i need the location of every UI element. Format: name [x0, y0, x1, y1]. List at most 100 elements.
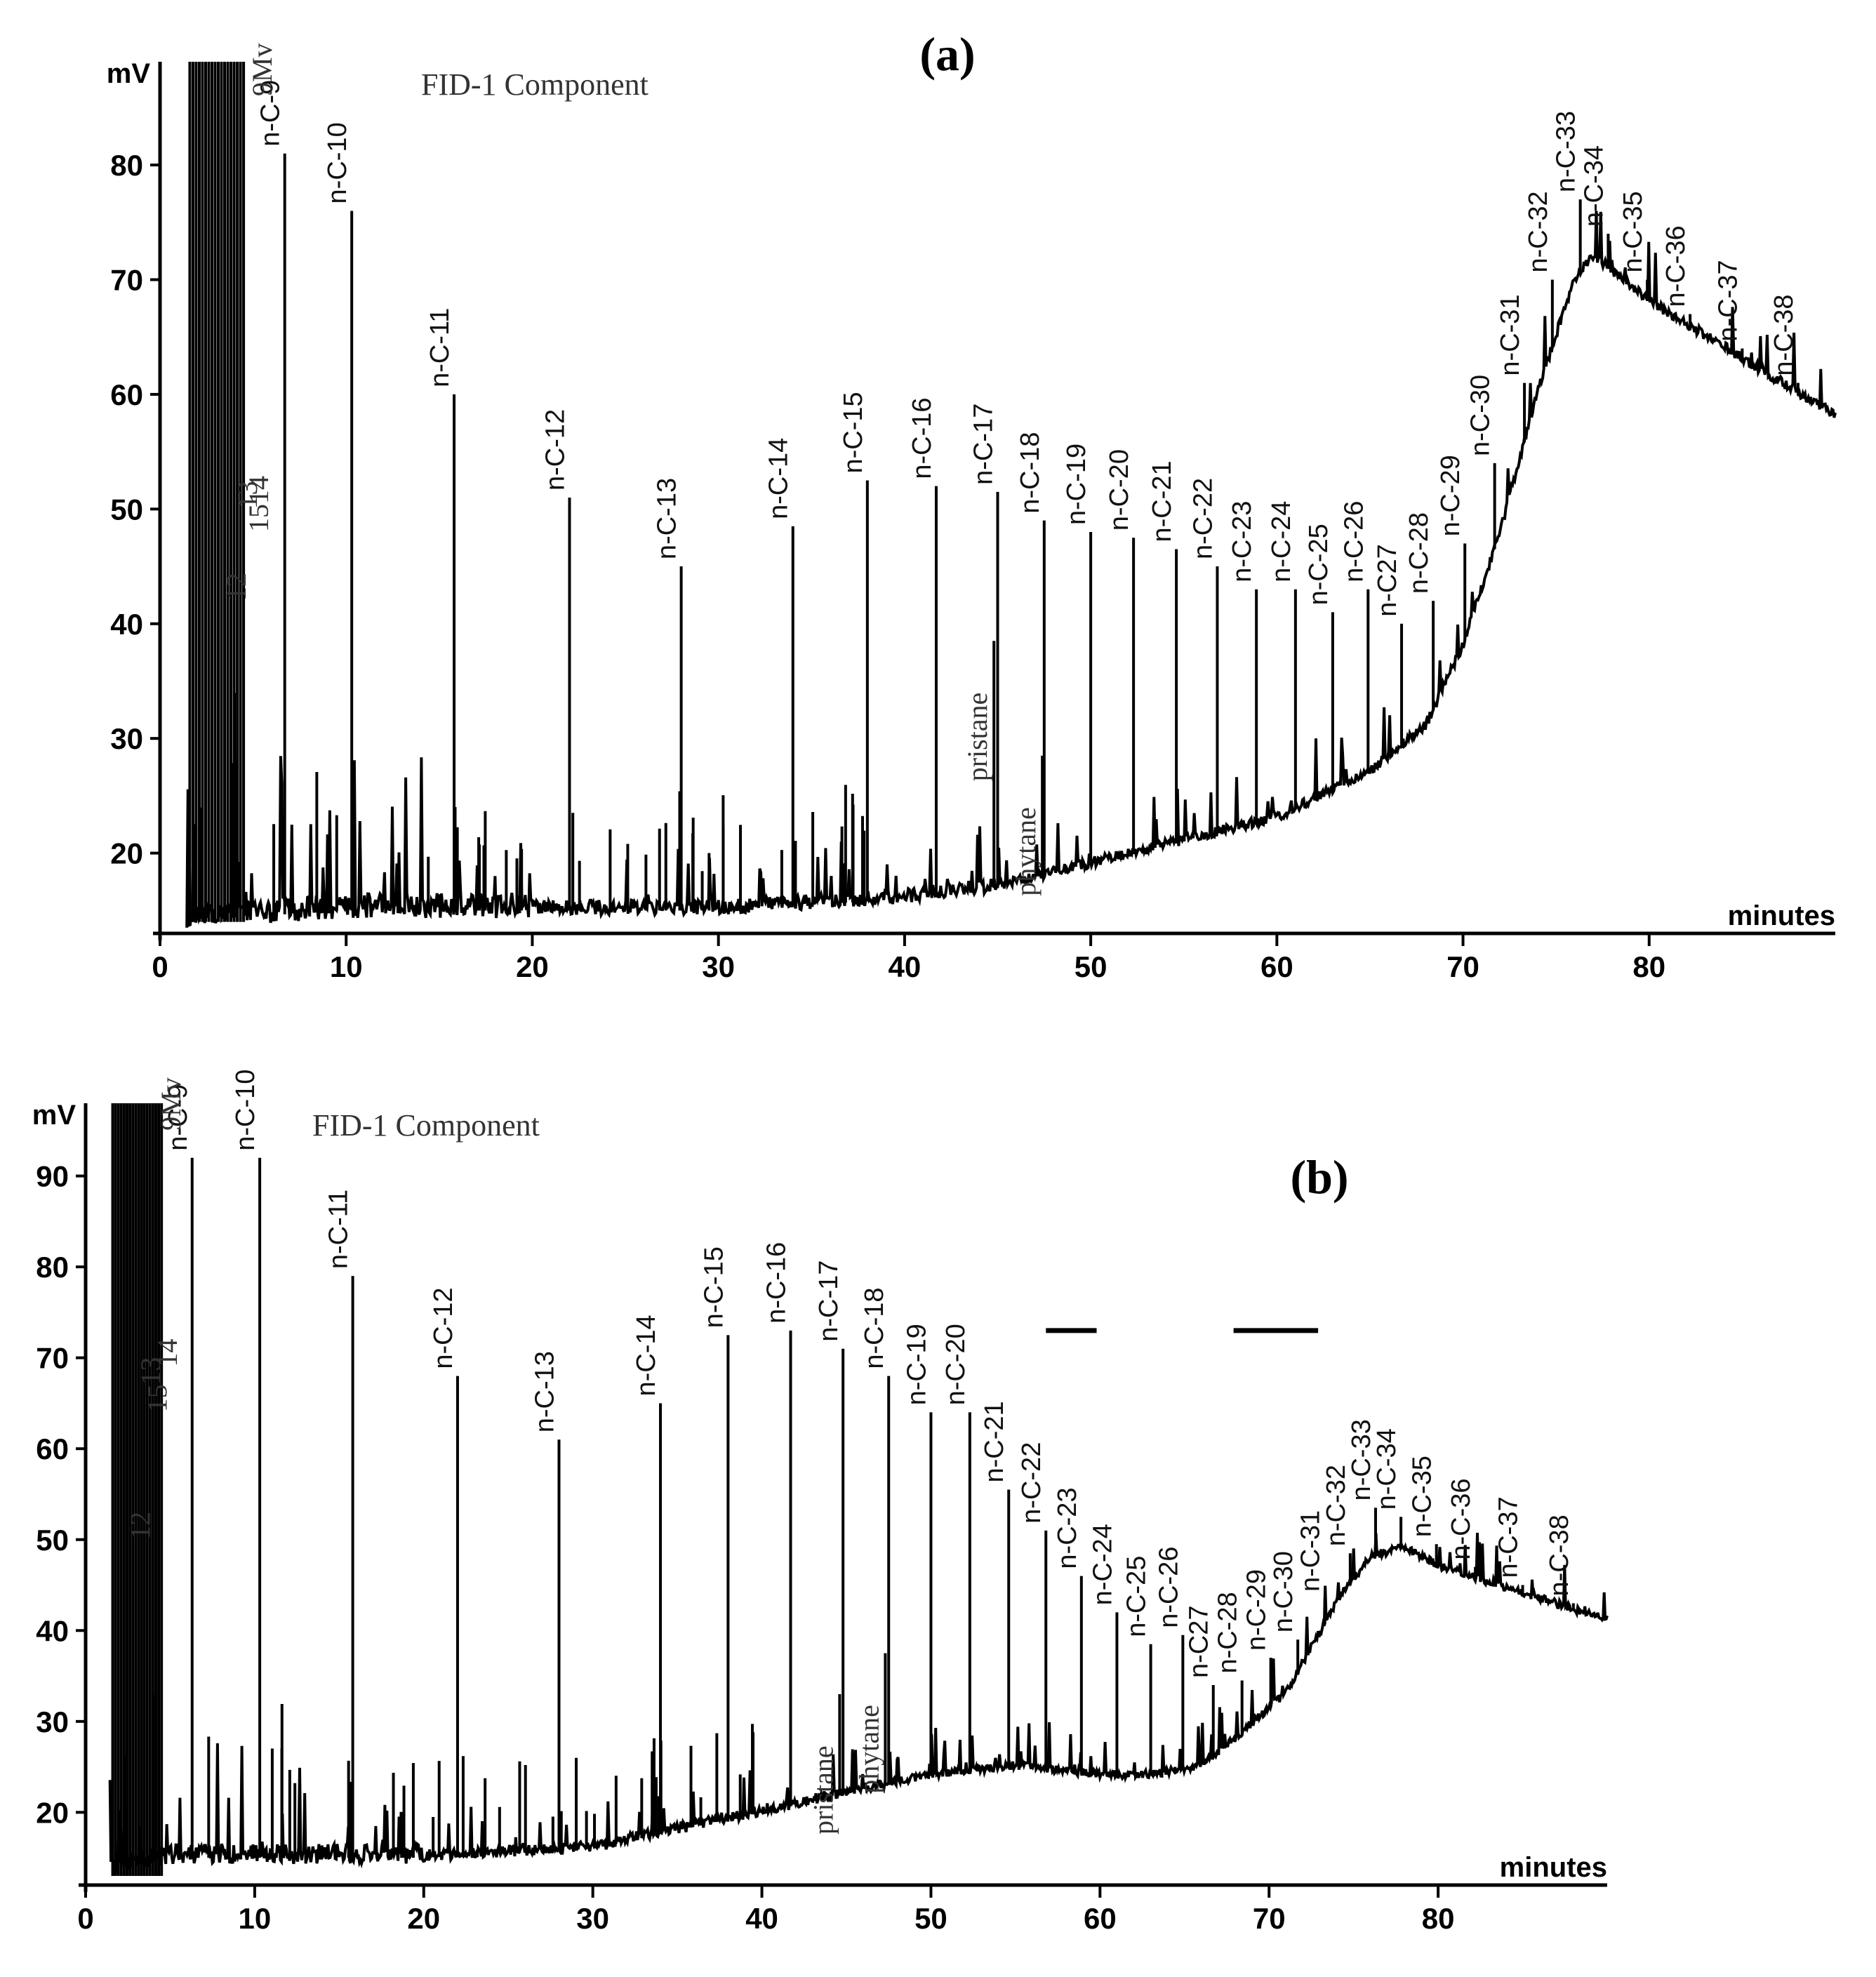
x-tick-label: 60 — [1260, 950, 1293, 983]
peak-label: n-C-11 — [324, 1190, 354, 1269]
y-axis-label: mV — [107, 58, 151, 89]
peak-label: n-C-23 — [1053, 1487, 1082, 1569]
y-tick-label: 70 — [36, 1342, 69, 1375]
peak-label: n-C-11 — [425, 308, 455, 387]
peak-label: n-C-20 — [1105, 449, 1134, 531]
peak-label: n-C-21 — [1147, 460, 1177, 542]
y-tick-label: 70 — [110, 264, 143, 297]
peak-label: n-C-10 — [323, 122, 352, 204]
early-peak-label: 13 — [135, 1357, 166, 1385]
peak-label: n-C27 — [1373, 544, 1402, 617]
y-tick-label: 60 — [110, 378, 143, 411]
peak-label: n-C-30 — [1466, 375, 1496, 456]
x-tick-label: 70 — [1446, 950, 1479, 983]
x-tick-label: 40 — [745, 1902, 778, 1935]
y-tick-label: 20 — [110, 837, 143, 870]
peak-label: n-C-17 — [814, 1260, 844, 1342]
peak-label: n-C-17 — [969, 404, 999, 485]
peak-label: n-C-13 — [530, 1351, 559, 1432]
pristane-label: pristane — [807, 1745, 839, 1835]
peak-label: n-C-38 — [1769, 294, 1799, 375]
peak-label: n-C-20 — [941, 1324, 971, 1405]
x-tick-label: 20 — [516, 950, 549, 983]
peak-label: n-C-29 — [1436, 455, 1465, 536]
pristane-label: pristane — [962, 693, 993, 782]
peak-label: n-C-28 — [1213, 1592, 1243, 1673]
peak-label: n-C-19 — [1062, 444, 1091, 525]
x-tick-label: 30 — [702, 950, 735, 983]
peak-label: n-C-13 — [653, 478, 682, 559]
peak-label: n-C-15 — [839, 392, 868, 473]
early-peak-label: 13 — [232, 481, 263, 509]
peak-label: n-C-18 — [860, 1287, 889, 1369]
x-tick-label: 70 — [1253, 1902, 1286, 1935]
peak-label: n-C-14 — [764, 438, 794, 519]
peak-label: n-C-26 — [1339, 501, 1369, 583]
peak-label: n-C-37 — [1494, 1496, 1524, 1578]
x-axis-label: minutes — [1728, 900, 1835, 931]
peak-label: n-C-26 — [1154, 1547, 1183, 1628]
peak-label: n-C-37 — [1713, 260, 1743, 341]
peak-label: n-C-32 — [1322, 1465, 1351, 1546]
peak-label: n-C-36 — [1446, 1478, 1476, 1559]
peak-label: n-C-21 — [980, 1401, 1009, 1482]
y-tick-label: 80 — [36, 1251, 69, 1284]
early-peak-label: 15 — [142, 1384, 173, 1412]
peak-label: n-C-19 — [902, 1324, 931, 1405]
peak-label: n-C-36 — [1661, 225, 1691, 307]
early-peak-label: 12 — [220, 573, 252, 601]
peak-label: n-C-15 — [699, 1246, 729, 1328]
early-peak-label: 9Mv — [155, 1077, 187, 1131]
peak-label: n-C-38 — [1545, 1515, 1574, 1596]
phytane-label: phytane — [1010, 807, 1042, 896]
y-tick-label: 90 — [36, 1160, 69, 1193]
early-peak-label: 12 — [125, 1512, 157, 1540]
y-tick-label: 30 — [110, 722, 143, 755]
peak-label: n-C-24 — [1088, 1524, 1117, 1605]
x-tick-label: 50 — [1075, 950, 1107, 983]
x-tick-label: 20 — [407, 1902, 440, 1935]
x-tick-label: 80 — [1632, 950, 1665, 983]
peak-label: n-C-32 — [1524, 191, 1553, 272]
peak-label: n-C-35 — [1618, 191, 1648, 272]
peak-label: n-C-28 — [1404, 512, 1434, 594]
peak-label: n-C-33 — [1347, 1419, 1376, 1500]
y-tick-label: 40 — [110, 608, 143, 641]
peak-label: n-C27 — [1185, 1606, 1214, 1679]
peak-label: n-C-34 — [1372, 1428, 1402, 1510]
peak-label: n-C-9 — [256, 80, 286, 147]
peak-label: n-C-29 — [1242, 1569, 1272, 1651]
peak-label: n-C-25 — [1304, 524, 1333, 605]
y-tick-label: 20 — [36, 1796, 69, 1829]
x-tick-label: 60 — [1084, 1902, 1117, 1935]
peak-label: n-C-35 — [1408, 1456, 1437, 1537]
panel-title: (a) — [919, 27, 975, 81]
detector-header: FID-1 Component — [312, 1108, 540, 1143]
y-axis-label: mV — [32, 1100, 76, 1131]
y-tick-label: 40 — [36, 1614, 69, 1647]
peak-label: n-C-25 — [1122, 1556, 1152, 1637]
early-peak-label: 1514 — [243, 476, 274, 532]
x-tick-label: 10 — [239, 1902, 272, 1935]
y-tick-label: 50 — [110, 493, 143, 526]
peak-label: n-C-22 — [1188, 478, 1218, 559]
x-axis-label: minutes — [1500, 1852, 1607, 1883]
x-tick-label: 80 — [1422, 1902, 1455, 1935]
peak-label: n-C-16 — [907, 398, 937, 479]
panel-b: (b) FID-1 Component 20 30 40 50 60 70 80 90 mV 0 10 2… — [32, 1070, 1609, 1935]
peak-label: n-C-30 — [1269, 1551, 1298, 1632]
x-tick-label: 10 — [330, 950, 363, 983]
y-tick-label: 60 — [36, 1432, 69, 1465]
peak-label: n-C-34 — [1579, 145, 1609, 227]
panel-title: (b) — [1290, 1150, 1348, 1204]
x-tick-label: 0 — [77, 1902, 93, 1935]
peak-label: n-C-16 — [762, 1242, 792, 1324]
peak-label: n-C-12 — [540, 409, 570, 491]
x-tick-label: 40 — [889, 950, 922, 983]
panel-a: (a) FID-1 Component 20 30 40 50 60 70 80 mV 0 10 20 3… — [107, 27, 1837, 983]
peak-label: n-C-31 — [1496, 294, 1525, 375]
phytane-label: phytane — [853, 1705, 884, 1794]
peak-label: n-C-10 — [231, 1070, 260, 1151]
chromatogram-trace — [185, 211, 1837, 928]
